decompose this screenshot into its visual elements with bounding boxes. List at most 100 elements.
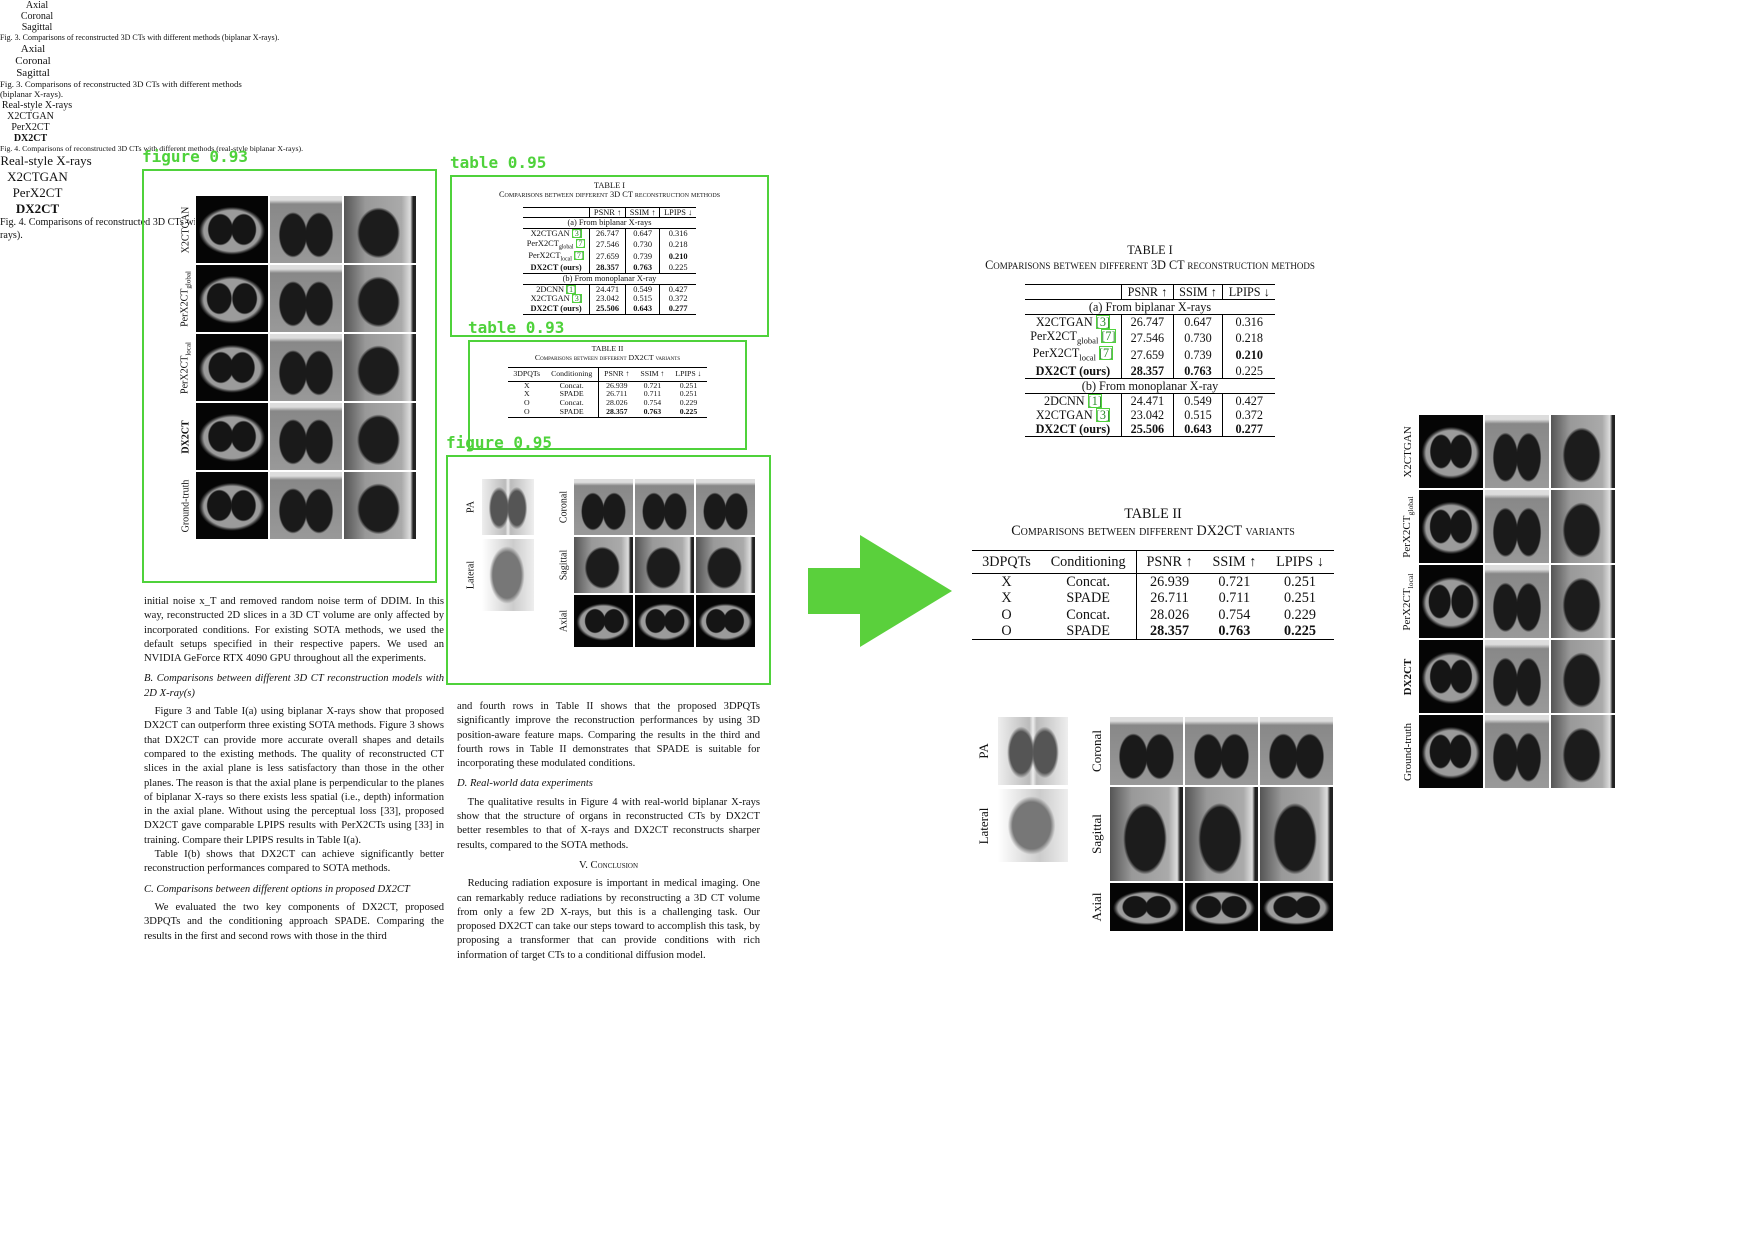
- row-label: X2CTGAN: [181, 206, 192, 253]
- column-header: DX2CT: [13, 132, 48, 144]
- table: 3DPQTs Conditioning PSNR ↑ SSIM ↑ LPIPS ↓ X Co…: [972, 549, 1334, 641]
- header-cell: 3DPQTs: [513, 369, 541, 378]
- column-header: PerX2CT: [11, 121, 50, 133]
- ct-image: [343, 471, 417, 540]
- header-cell: 3DPQTs: [982, 553, 1031, 570]
- table-cell: 0.763: [1172, 363, 1223, 379]
- table-cell: 0.229: [679, 398, 698, 408]
- detection-label: table 0.93: [468, 318, 565, 337]
- table-cell: 26.939: [597, 381, 635, 391]
- header-cell: Conditioning: [1050, 553, 1126, 570]
- row-label: DX2CT: [1402, 658, 1414, 695]
- ct-image: [695, 536, 756, 594]
- table-caption: Comparisons between different 3D CT reco…: [985, 258, 1315, 272]
- table-cell: 0.754: [643, 398, 662, 408]
- ct-image: [481, 538, 535, 612]
- header-cell: LPIPS ↓: [1222, 284, 1276, 300]
- table-cell: 0.711: [643, 389, 662, 399]
- table-cell: Concat.: [1066, 573, 1111, 590]
- ct-image: [573, 594, 634, 648]
- section-row: (a) From biplanar X-rays: [1024, 300, 1276, 315]
- arrow: [808, 535, 952, 647]
- header-row: PSNR ↑ SSIM ↑ LPIPS ↓: [1024, 284, 1276, 300]
- label-text: X2CTGAN: [530, 228, 570, 238]
- table-cell: SPADE: [559, 389, 584, 399]
- section-title: (b) From monoplanar X-ray: [562, 274, 657, 284]
- ct-image: [634, 478, 695, 536]
- header-row: PSNR ↑ SSIM ↑ LPIPS ↓: [523, 207, 696, 218]
- label-text: X2CTGAN: [530, 294, 570, 304]
- table-cell: 0.210: [1222, 346, 1276, 364]
- table-row: DX2CT (ours) 25.506 0.643 0.277: [1025, 421, 1276, 437]
- ct-image: [1109, 882, 1184, 932]
- ct-image: [1109, 716, 1184, 786]
- table-cell: 28.026: [597, 398, 635, 409]
- table-cell: 0.515: [624, 294, 660, 304]
- table-label: TABLE II: [591, 344, 624, 353]
- table-cell: SPADE: [559, 407, 584, 417]
- paragraph: and fourth rows in Table II shows that t…: [457, 701, 760, 770]
- label-text: 2DCNN: [1043, 393, 1085, 408]
- citation: [7]: [573, 250, 584, 260]
- label-subscript: global: [1406, 495, 1416, 516]
- ct-image: [1418, 714, 1484, 789]
- ct-image: [634, 594, 695, 648]
- table-cell: SPADE: [1066, 590, 1110, 607]
- table-cell: 0.549: [624, 284, 660, 295]
- label-subscript: local: [1079, 352, 1096, 363]
- ct-image: [1418, 489, 1484, 564]
- table-cell: X: [523, 389, 530, 399]
- header-cell: Conditioning: [551, 369, 593, 378]
- citation: [3]: [571, 228, 582, 238]
- row-name: X2CTGAN [3]: [1025, 407, 1122, 422]
- ct-image: [1109, 786, 1184, 882]
- table-cell: 0.647: [624, 228, 660, 239]
- label-subscript: local: [184, 341, 193, 356]
- table-row: O SPADE 28.357 0.763 0.225: [508, 407, 707, 418]
- ct-image: [1484, 564, 1550, 639]
- row-label: Coronal: [1089, 730, 1105, 772]
- table-block: TABLE I Comparisons between different 3D …: [450, 181, 769, 315]
- label-subscript: global: [558, 244, 574, 251]
- citation: [7]: [575, 238, 586, 248]
- table-cell: 0.763: [1218, 622, 1251, 639]
- table-row: PerX2CTglobal [7] 27.546 0.730 0.218: [1025, 329, 1276, 347]
- label-subscript: local: [560, 256, 572, 263]
- table-row: O Concat. 28.026 0.754 0.229: [972, 606, 1334, 623]
- header-cell: SSIM ↑: [1172, 284, 1223, 300]
- ct-image: [573, 536, 634, 594]
- subsection-heading: C. Comparisons between different options…: [144, 883, 410, 895]
- figure-caption: Fig. 3. Comparisons of reconstructed 3D …: [0, 33, 280, 42]
- ct-image: [1550, 489, 1616, 564]
- citation: [7]: [1099, 346, 1114, 361]
- citation: [3]: [571, 294, 582, 304]
- ct-image: [1550, 714, 1616, 789]
- header-cell: LPIPS ↓: [675, 369, 702, 378]
- ct-image: [1484, 489, 1550, 564]
- ct-image: [1418, 414, 1484, 489]
- ct-image: [195, 195, 269, 264]
- row-label: PerX2CTlocal: [180, 342, 193, 394]
- table-row: X SPADE 26.711 0.711 0.251: [972, 590, 1334, 607]
- table-cell: 0.721: [643, 380, 662, 390]
- table-cell: 27.659: [1121, 346, 1174, 364]
- column-header: Coronal: [15, 54, 51, 67]
- ct-image: [269, 264, 343, 333]
- column-header: DX2CT: [15, 201, 60, 217]
- paragraph: initial noise x_T and removed random noi…: [144, 596, 444, 665]
- table: PSNR ↑ SSIM ↑ LPIPS ↓ (a) From biplanar X-r…: [1024, 283, 1276, 437]
- table-cell: 23.042: [589, 294, 626, 304]
- row-label: PerX2CTglobal: [180, 271, 193, 327]
- header-cell: PSNR ↑: [1121, 284, 1174, 300]
- column-header: PerX2CT: [12, 185, 63, 201]
- table-cell: 0.225: [1222, 363, 1276, 379]
- header-cell: PSNR ↑: [1135, 550, 1203, 574]
- table-caption: Comparisons between different 3D CT reco…: [498, 190, 721, 199]
- row-name: DX2CT (ours): [523, 263, 590, 273]
- table-cell: 26.747: [589, 228, 626, 239]
- xray-row-label: PA: [976, 743, 991, 759]
- table-cell: 24.471: [589, 284, 626, 295]
- table-cell: 28.357: [1121, 363, 1174, 379]
- table-cell: O: [523, 398, 530, 408]
